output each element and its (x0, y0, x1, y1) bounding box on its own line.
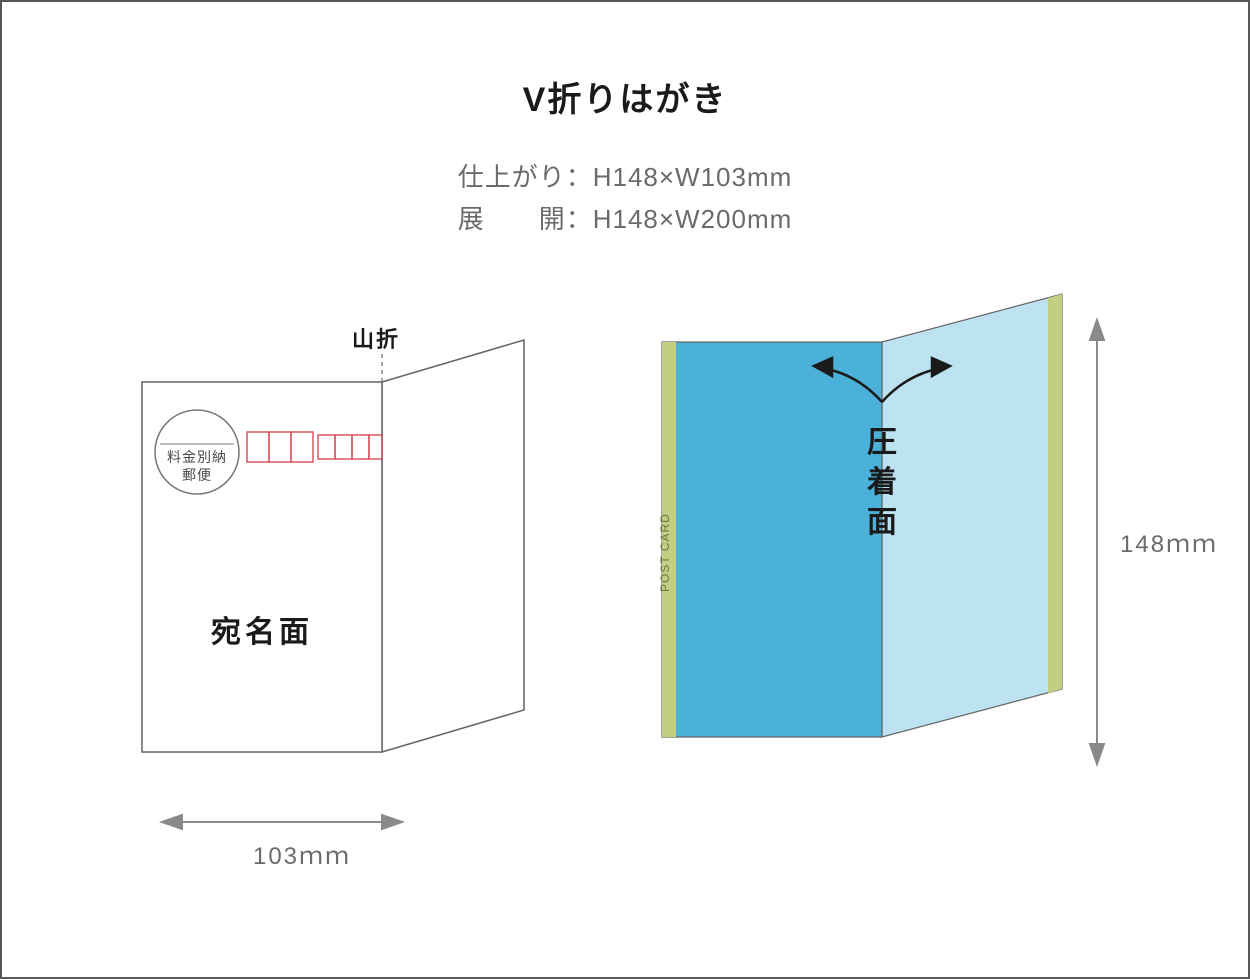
stamp-text-1: 料金別納 (167, 449, 227, 465)
seal-side-label-group: 圧 着 面 (867, 426, 897, 539)
width-dim-label: 103ｍｍ (253, 843, 351, 870)
diagram-stage: 山折 料金別納 郵便 宛名面 (2, 292, 1248, 977)
left-back-panel (382, 340, 524, 752)
spec-line: 仕上がり：H148×W103mm (458, 157, 793, 199)
page-title: V折りはがき (2, 72, 1248, 121)
height-dimension (1090, 320, 1104, 764)
right-back-panel (882, 294, 1062, 737)
width-dimension (162, 815, 402, 829)
address-side-label: 宛名面 (210, 615, 313, 649)
diagram-frame: V折りはがき 仕上がり：H148×W103mm 展 開：H148×W200mm … (0, 0, 1250, 979)
height-dim-label: 148ｍｍ (1120, 531, 1218, 558)
stamp-text-2: 郵便 (182, 467, 212, 483)
seal-char: 面 (867, 506, 897, 539)
right-glue-strip (1048, 294, 1062, 693)
spec-line: 展 開：H148×W200mm (458, 199, 793, 241)
seal-char: 圧 (867, 426, 897, 459)
postcard-side-text: POST CARD (658, 513, 672, 592)
fold-label: 山折 (352, 327, 400, 352)
spec-block: 仕上がり：H148×W103mm 展 開：H148×W200mm (2, 157, 1248, 240)
right-front-panel (662, 342, 882, 737)
seal-char: 着 (867, 465, 897, 499)
left-card: 山折 料金別納 郵便 宛名面 (142, 327, 524, 752)
